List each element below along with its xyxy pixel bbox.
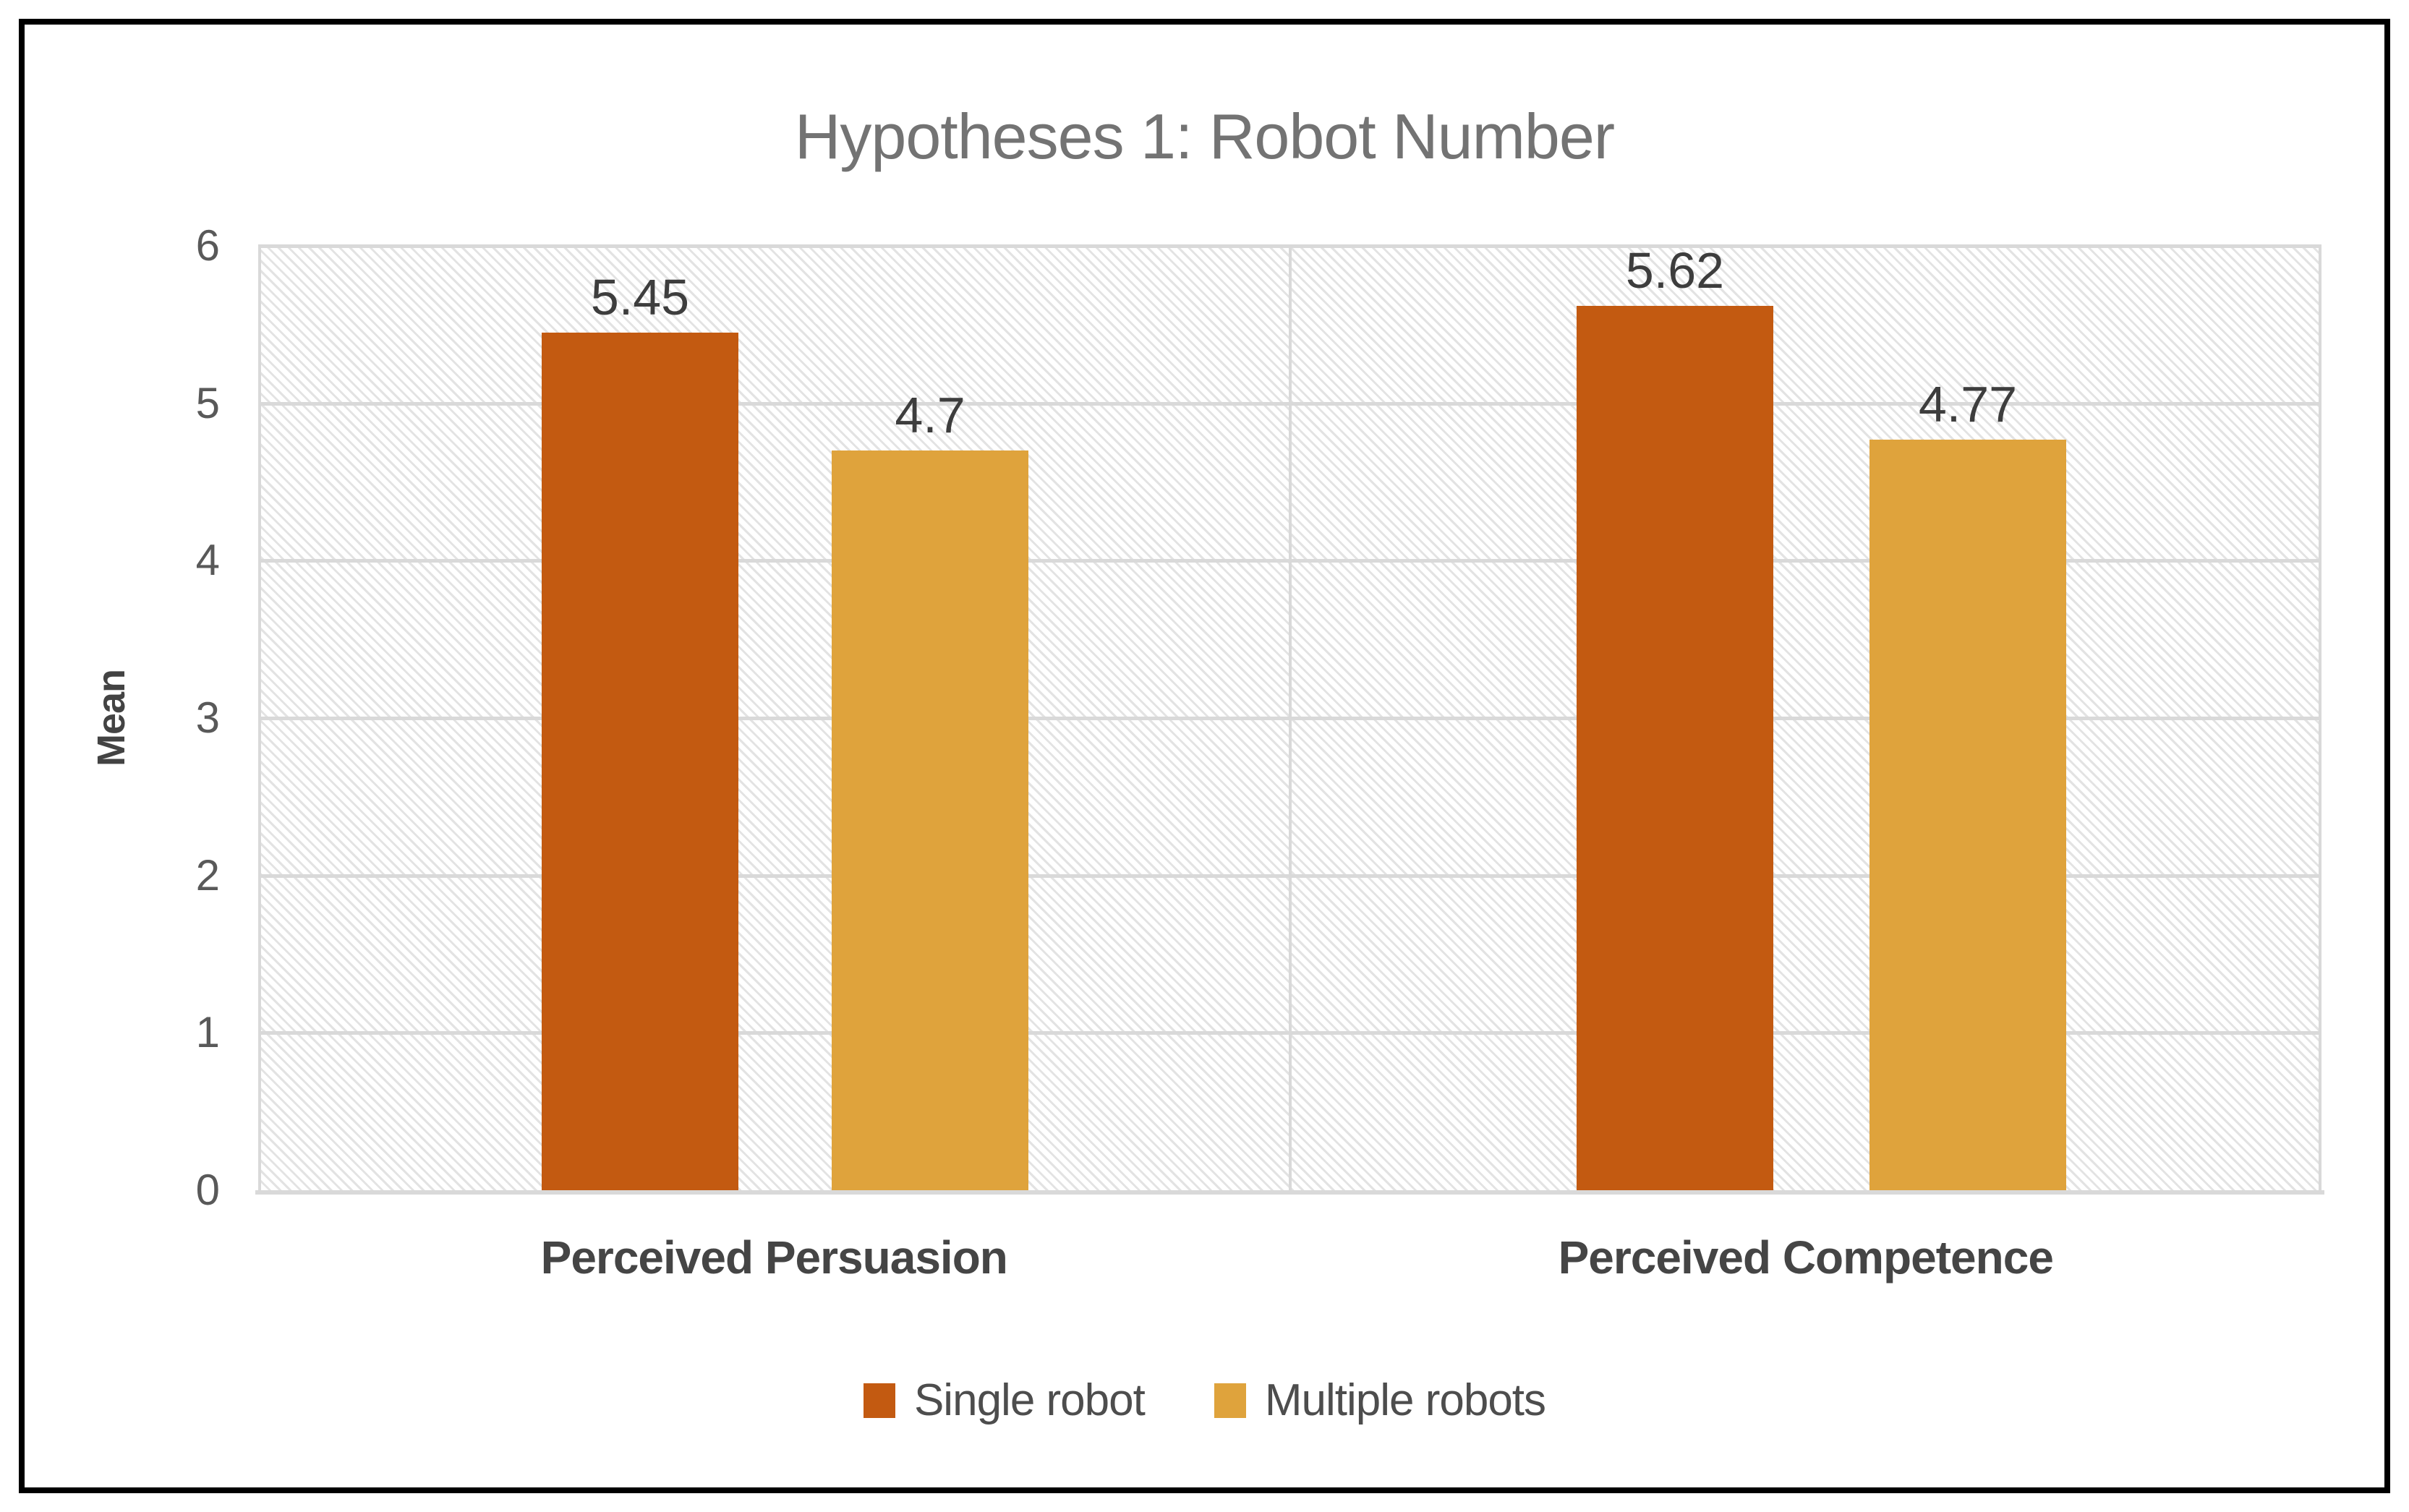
legend-item-single-robot: Single robot <box>863 1375 1146 1425</box>
data-label-single-robot-competence: 5.62 <box>1625 242 1725 299</box>
y-tick-5: 5 <box>195 378 220 427</box>
legend: Single robot Multiple robots <box>25 1378 2384 1423</box>
y-tick-6: 6 <box>195 221 220 270</box>
category-divider-gridline <box>1288 246 1292 1190</box>
data-label-single-robot-persuasion: 5.45 <box>590 268 690 325</box>
category-label-perceived-competence: Perceived Competence <box>1558 1231 2054 1284</box>
y-tick-1: 1 <box>195 1008 220 1057</box>
legend-label-single-robot: Single robot <box>913 1375 1146 1425</box>
y-tick-2: 2 <box>195 850 220 900</box>
legend-swatch-single-robot <box>863 1383 895 1418</box>
chart-frame: Hypotheses 1: Robot Number Mean 6 5 4 3 … <box>19 19 2390 1493</box>
bar-single-robot-competence: 5.62 <box>1577 245 1773 1190</box>
plot-left-edge-line <box>258 246 261 1190</box>
legend-item-multiple-robots: Multiple robots <box>1214 1375 1546 1425</box>
y-axis-tick-labels: 6 5 4 3 2 1 0 <box>25 224 220 1212</box>
plot-right-edge-line <box>2319 246 2321 1190</box>
bar-multiple-robots-persuasion: 4.7 <box>832 390 1028 1190</box>
legend-swatch-multiple-robots <box>1214 1383 1246 1418</box>
y-tick-3: 3 <box>195 693 220 742</box>
category-label-perceived-persuasion: Perceived Persuasion <box>540 1231 1008 1284</box>
legend-label-multiple-robots: Multiple robots <box>1264 1375 1546 1425</box>
chart-title: Hypotheses 1: Robot Number <box>794 101 1615 172</box>
x-axis-line <box>255 1190 2324 1195</box>
data-label-multiple-robots-competence: 4.77 <box>1918 375 2018 432</box>
bar-single-robot-persuasion: 5.45 <box>542 272 738 1190</box>
y-tick-4: 4 <box>195 536 220 585</box>
category-axis-labels: Perceived Persuasion Perceived Competenc… <box>258 1231 2321 1284</box>
y-tick-0: 0 <box>195 1166 220 1214</box>
data-label-multiple-robots-persuasion: 4.7 <box>895 386 965 443</box>
bar-multiple-robots-competence: 4.77 <box>1869 379 2066 1190</box>
plot-area: 5.45 4.7 5.62 4.77 <box>255 244 2324 1195</box>
